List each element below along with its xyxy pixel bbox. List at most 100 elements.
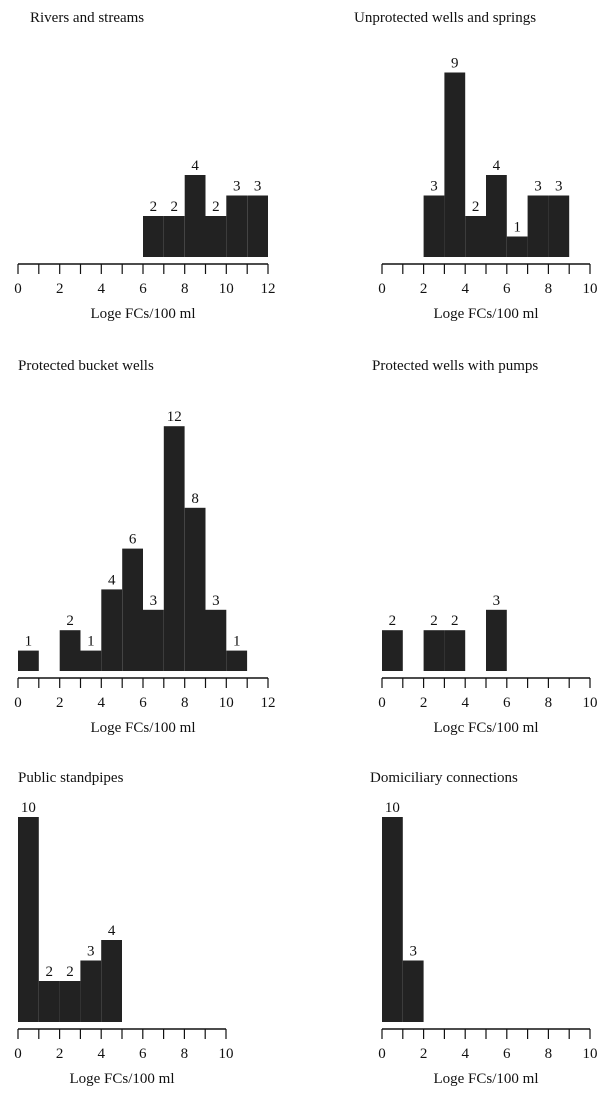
histogram-bar [143, 216, 164, 257]
x-axis-label: Loge FCs/100 ml [433, 306, 538, 322]
x-tick-label: 8 [181, 281, 189, 297]
bar-count-label: 2 [212, 199, 220, 215]
panel-title: Domiciliary connections [370, 770, 518, 786]
x-tick-label: 4 [98, 281, 106, 297]
histogram-bar [59, 981, 81, 1022]
histogram-bar [163, 426, 185, 671]
x-tick-label: 12 [261, 695, 276, 711]
bar-count-label: 2 [66, 613, 74, 629]
histogram-bar [184, 175, 206, 257]
x-tick-label: 6 [503, 1046, 511, 1062]
bar-count-label: 3 [150, 593, 158, 609]
x-tick-label: 10 [583, 1046, 598, 1062]
x-tick-label: 0 [378, 1046, 386, 1062]
x-tick-label: 6 [139, 281, 147, 297]
bar-count-label: 10 [21, 800, 36, 816]
bar-count-label: 2 [451, 613, 459, 629]
x-tick-label: 0 [378, 695, 386, 711]
histogram-bar [226, 650, 248, 671]
x-tick-label: 0 [14, 1046, 22, 1062]
bar-count-label: 9 [451, 56, 459, 72]
histogram-bar [205, 609, 227, 671]
histogram-bar [247, 195, 268, 257]
bar-count-label: 4 [493, 158, 501, 174]
bar-count-label: 3 [87, 944, 95, 960]
bar-count-label: 2 [45, 964, 53, 980]
panel-domiciliary-connections: Domiciliary connections 10 3 0 2 4 6 8 10 Loge F… [300, 740, 602, 1111]
histogram-bar [59, 630, 81, 671]
histogram-bar [205, 216, 227, 257]
x-tick-label: 8 [545, 1046, 553, 1062]
histogram-bar [38, 981, 60, 1022]
histogram-bar [101, 940, 122, 1022]
x-tick-label: 4 [97, 1046, 105, 1062]
bar-count-label: 1 [513, 220, 521, 236]
bar-count-label: 3 [430, 179, 438, 195]
histogram-bar [382, 630, 403, 671]
x-tick-label: 10 [219, 695, 234, 711]
x-axis-label: Logc FCs/100 ml [433, 720, 538, 736]
histogram-bar [423, 630, 445, 671]
x-tick-label: 10 [583, 281, 598, 297]
x-tick-label: 2 [420, 695, 428, 711]
histogram-bar [101, 589, 123, 671]
histogram-bar [527, 195, 549, 257]
x-axis-label: Loge FCs/100 ml [90, 720, 195, 736]
bar-count-label: 10 [385, 800, 400, 816]
x-axis-label: Loge FCs/100 ml [433, 1071, 538, 1087]
histogram-bar [18, 817, 39, 1022]
panel-title: Protected bucket wells [18, 358, 154, 374]
panel-title: Protected wells with pumps [372, 358, 539, 374]
x-tick-label: 2 [420, 281, 428, 297]
histogram-bar [444, 72, 466, 257]
x-tick-label: 12 [261, 281, 276, 297]
bar-count-label: 2 [150, 199, 158, 215]
bar-count-label: 1 [87, 634, 95, 650]
histogram-bar [506, 236, 528, 257]
histogram-bar [184, 507, 206, 671]
panel-protected-wells-with-pumps: Protected wells with pumps 2 2 2 3 0 2 4 6 8 10 Lo… [300, 340, 602, 740]
histogram-bar [80, 650, 102, 671]
histogram-bar [382, 817, 403, 1022]
histogram-bar [548, 195, 570, 257]
bar-count-label: 3 [409, 944, 417, 960]
histogram-bar [402, 960, 424, 1022]
x-tick-label: 2 [56, 1046, 64, 1062]
histogram-bar [18, 650, 39, 671]
x-tick-label: 8 [181, 1046, 189, 1062]
histogram-bar [226, 195, 248, 257]
histogram-bar [465, 216, 486, 257]
panel-public-standpipes: Public standpipes 10 2 2 3 4 0 2 4 6 8 10 Loge FCs/… [0, 740, 300, 1111]
x-tick-label: 0 [14, 695, 22, 711]
panel-title: Rivers and streams [30, 10, 145, 26]
x-tick-label: 10 [219, 281, 234, 297]
bar-count-label: 2 [66, 964, 74, 980]
histogram-bar [80, 960, 102, 1022]
x-tick-label: 8 [181, 695, 189, 711]
histogram-bar [444, 630, 466, 671]
histogram-domiciliary-connections: 10 3 0 2 4 6 8 10 Loge FCs/100 ml [378, 800, 598, 1087]
x-tick-label: 4 [461, 695, 469, 711]
bar-count-label: 2 [472, 199, 480, 215]
histogram-bar [423, 195, 445, 257]
x-tick-label: 6 [139, 695, 147, 711]
bar-count-label: 3 [254, 179, 262, 195]
x-tick-label: 6 [139, 1046, 147, 1062]
x-tick-label: 0 [378, 281, 386, 297]
bar-count-label: 8 [191, 491, 199, 507]
histogram-bar [143, 609, 164, 671]
x-tick-label: 10 [219, 1046, 234, 1062]
bar-count-label: 4 [108, 923, 116, 939]
bar-count-label: 3 [555, 179, 563, 195]
x-axis-label: Loge FCs/100 ml [69, 1071, 174, 1087]
bar-count-label: 4 [108, 572, 116, 588]
x-tick-label: 10 [583, 695, 598, 711]
panel-title: Unprotected wells and springs [354, 10, 537, 26]
bar-count-label: 1 [233, 634, 241, 650]
histogram-bar [486, 175, 507, 257]
